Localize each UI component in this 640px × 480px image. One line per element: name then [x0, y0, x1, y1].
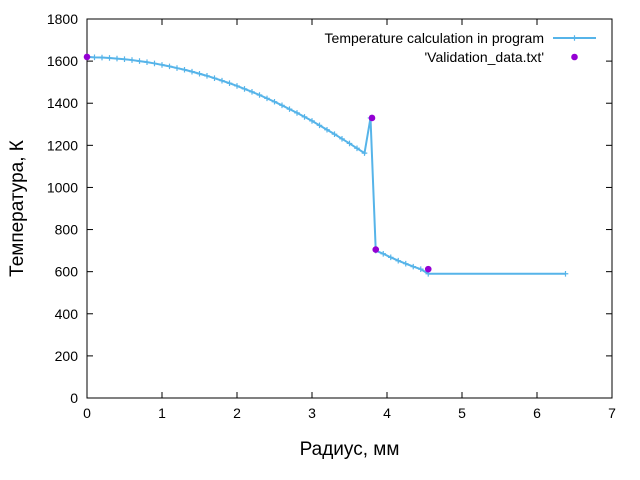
data-point	[395, 257, 402, 264]
data-point	[301, 114, 308, 120]
x-tick-label: 3	[308, 405, 316, 421]
y-tick-label: 0	[70, 390, 78, 406]
data-point	[99, 54, 105, 61]
data-point	[181, 66, 188, 73]
data-point	[271, 98, 278, 105]
data-point	[331, 131, 338, 137]
data-point	[241, 86, 248, 92]
data-point	[417, 266, 424, 272]
series-line	[86, 55, 566, 275]
axes	[86, 18, 613, 399]
data-point	[121, 56, 128, 63]
x-tick-label: 7	[608, 405, 616, 421]
legend-label-validation-data: 'Validation_data.txt'	[425, 49, 545, 65]
legend-sample-marker	[571, 35, 578, 41]
data-point	[309, 118, 315, 124]
y-tick-label: 1800	[47, 11, 78, 27]
data-point	[204, 73, 210, 79]
y-axis-label: Температура, К	[7, 140, 28, 277]
data-point	[294, 110, 300, 116]
x-tick-label: 1	[158, 405, 166, 421]
data-point	[114, 55, 120, 62]
y-tick-label: 400	[55, 306, 79, 322]
y-tick-label: 1600	[47, 53, 78, 69]
y-tick-label: 1200	[47, 137, 78, 153]
legend: Temperature calculation in program 'Vali…	[325, 30, 596, 65]
data-point	[380, 250, 387, 257]
x-tick-label: 0	[83, 405, 91, 421]
data-point	[136, 58, 143, 64]
data-point	[372, 246, 380, 253]
data-point	[256, 92, 263, 98]
data-point	[83, 53, 91, 61]
y-tick-label: 1400	[47, 95, 78, 111]
data-point	[151, 60, 158, 67]
x-axis-label: Радиус, мм	[300, 439, 400, 460]
data-point	[316, 122, 323, 129]
y-axis-ticks: 0 200 400 600 800 1000 1200 1400 1600 1800	[47, 11, 612, 406]
data-point	[129, 57, 135, 63]
data-point	[387, 254, 394, 261]
data-point	[174, 65, 180, 71]
data-point	[286, 106, 293, 112]
data-point	[368, 114, 376, 122]
series-layer	[83, 53, 569, 277]
data-point	[159, 62, 165, 68]
y-tick-label: 200	[55, 348, 79, 364]
x-tick-label: 2	[233, 405, 241, 421]
data-point	[226, 80, 233, 87]
data-point	[562, 270, 569, 277]
y-tick-label: 1000	[47, 179, 78, 195]
data-point	[144, 59, 150, 65]
data-point	[211, 75, 218, 81]
x-axis-ticks: 0 1 2 3 4 5 6 7	[83, 19, 616, 421]
data-point	[339, 136, 345, 142]
data-point	[91, 54, 98, 61]
data-point	[196, 70, 203, 77]
data-point	[424, 265, 432, 273]
data-point	[234, 83, 240, 89]
data-point	[354, 145, 360, 152]
x-tick-label: 4	[383, 405, 391, 421]
series-temperature-calculation	[84, 54, 569, 277]
x-tick-label: 6	[533, 405, 541, 421]
data-point	[189, 68, 195, 75]
data-point	[410, 263, 417, 270]
data-point	[361, 150, 368, 156]
data-point	[324, 126, 330, 133]
data-point	[279, 102, 285, 109]
data-point	[346, 140, 353, 147]
y-tick-label: 800	[55, 222, 79, 238]
data-point	[264, 95, 270, 102]
plot-border	[86, 18, 613, 399]
data-point	[106, 55, 113, 61]
data-point	[402, 260, 409, 267]
data-point	[166, 63, 173, 70]
legend-label-temperature-calculation: Temperature calculation in program	[325, 30, 544, 46]
y-tick-label: 600	[55, 264, 79, 280]
legend-sample-point	[571, 53, 578, 61]
x-tick-label: 5	[458, 405, 466, 421]
data-point	[249, 89, 255, 95]
series-validation-data	[83, 53, 432, 273]
data-point	[219, 77, 225, 84]
